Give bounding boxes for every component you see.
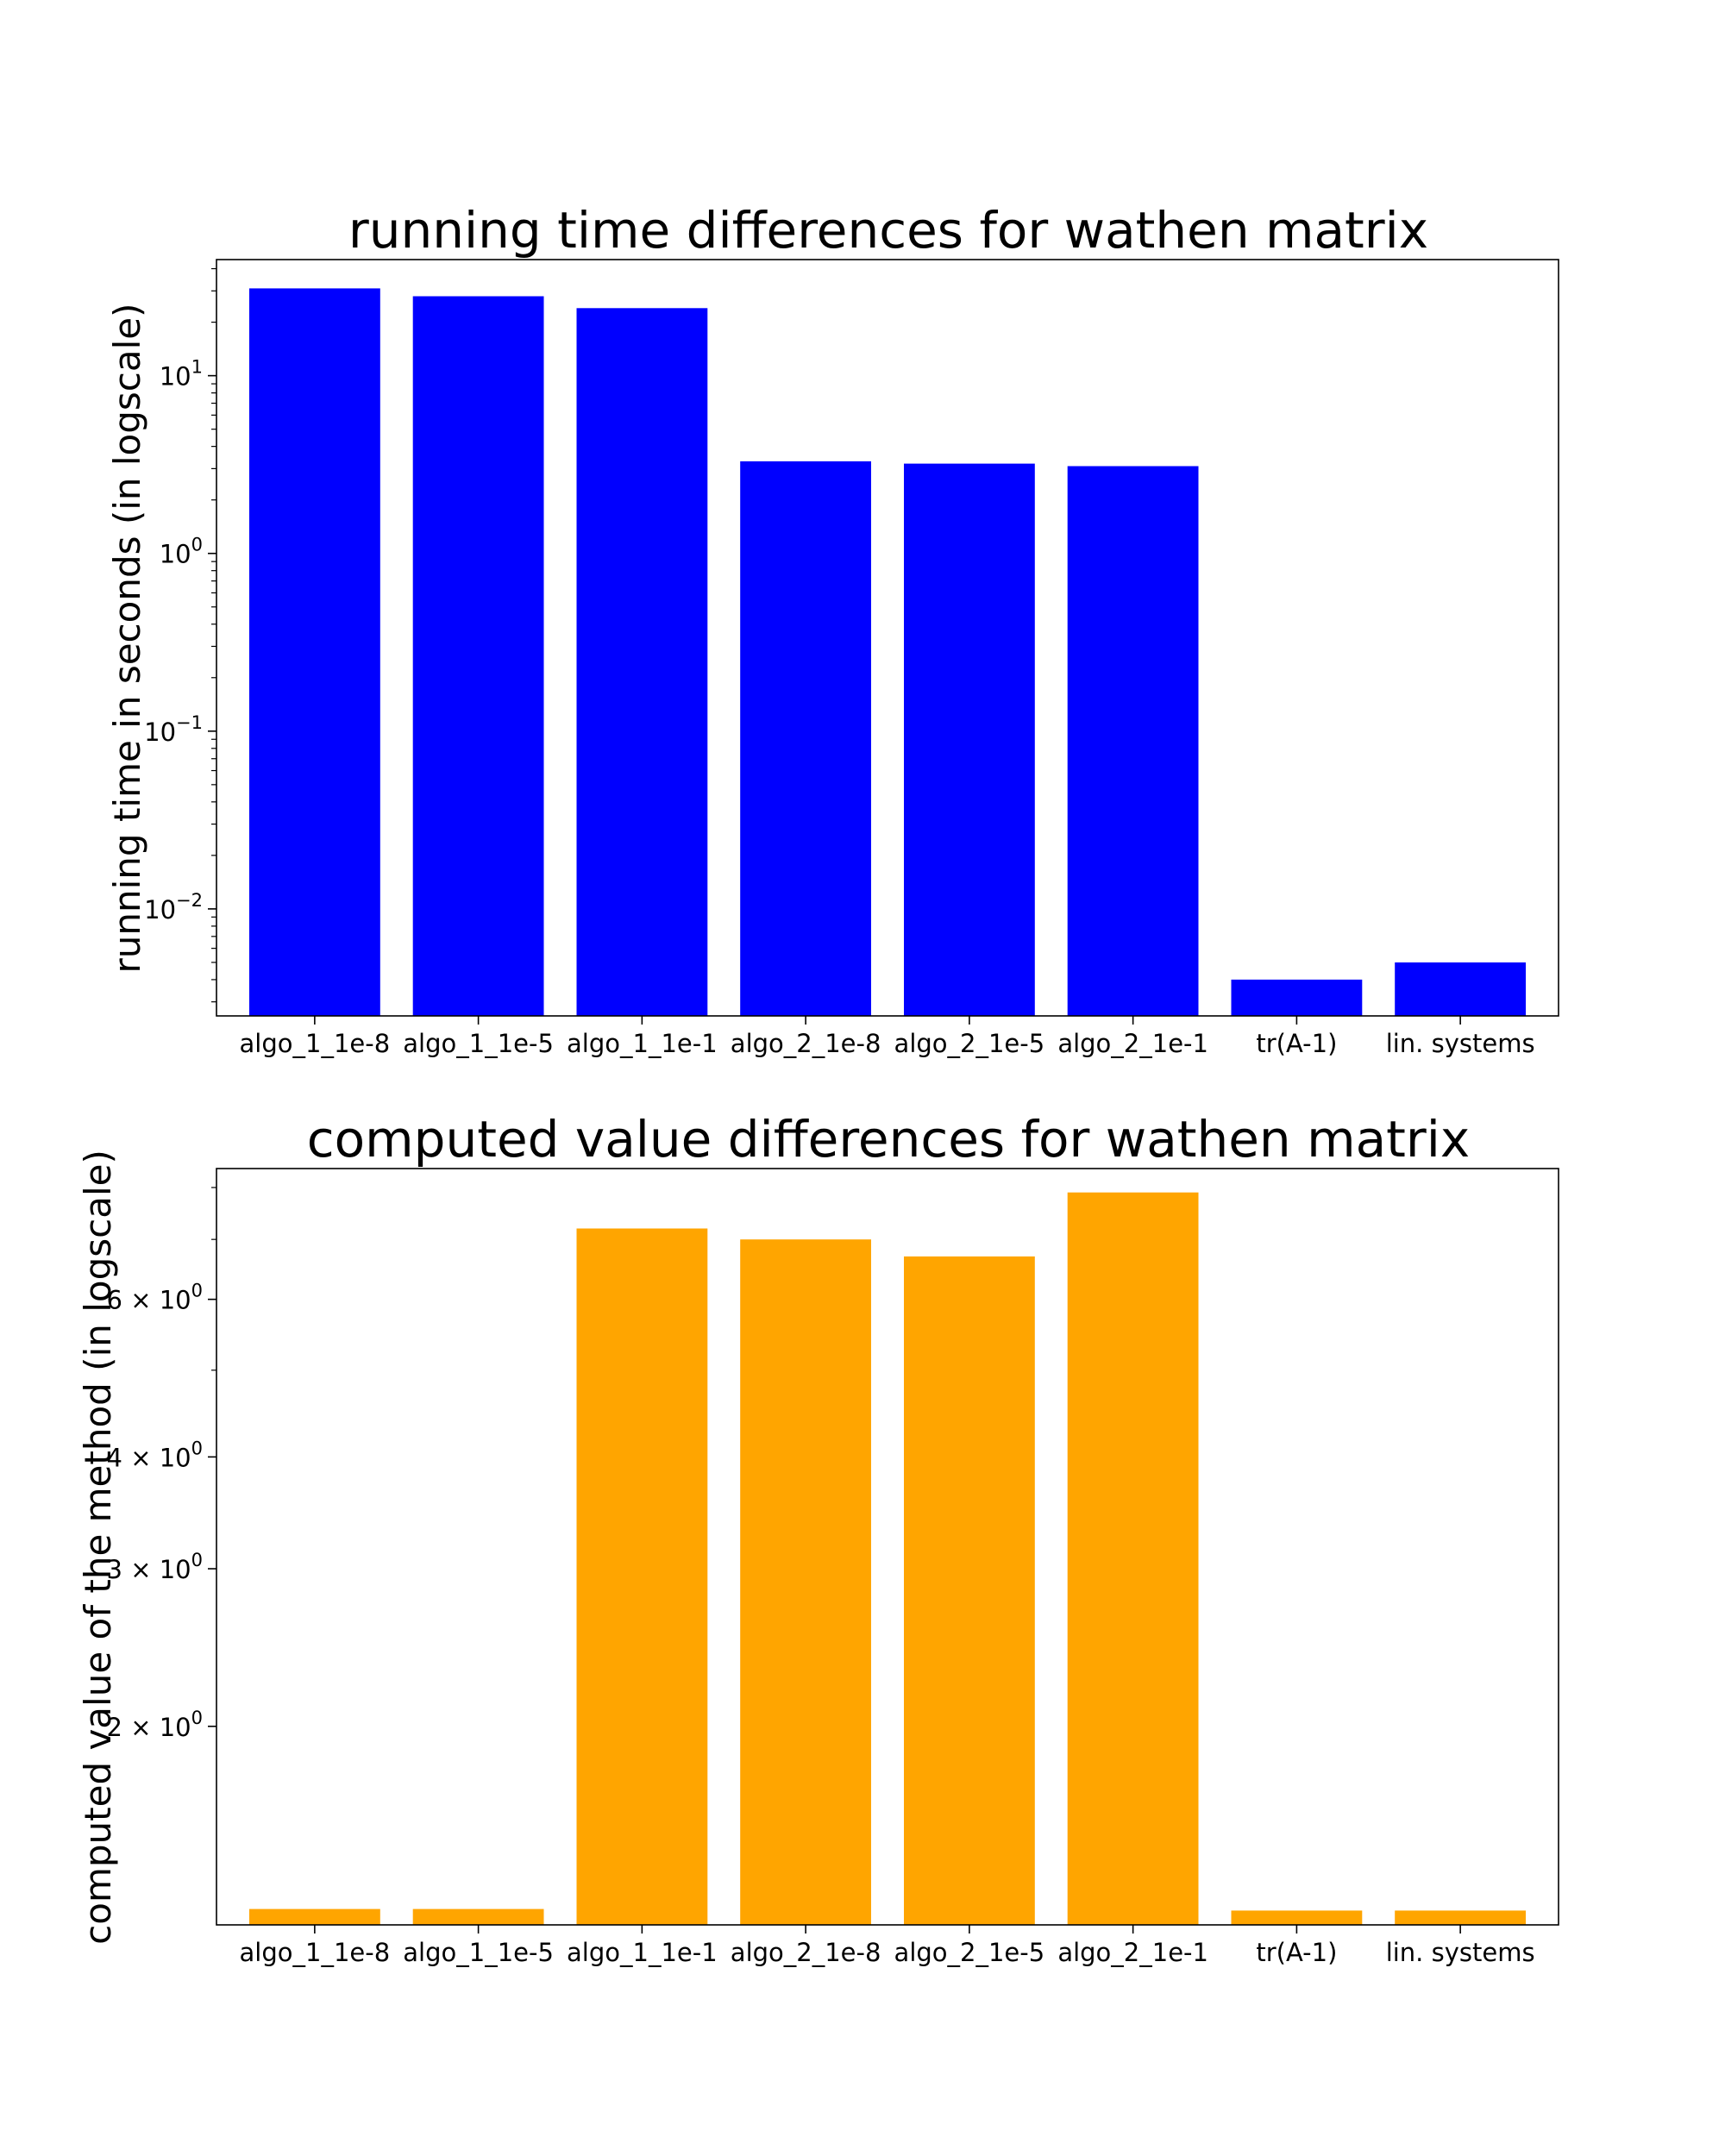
bar-0 bbox=[249, 1908, 380, 1925]
x-tick-label-2: algo_1_1e-1 bbox=[567, 1938, 718, 1967]
bar-2 bbox=[576, 308, 708, 1016]
y-tick-label-2: 10−1 bbox=[144, 712, 203, 747]
x-tick-label-6: tr(A-1) bbox=[1256, 1029, 1337, 1058]
x-tick-label-5: algo_2_1e-1 bbox=[1057, 1938, 1208, 1967]
bar-4 bbox=[904, 463, 1035, 1016]
x-tick-label-2: algo_1_1e-1 bbox=[567, 1029, 718, 1058]
bar-2 bbox=[576, 1228, 708, 1925]
bar-7 bbox=[1395, 962, 1526, 1016]
bar-1 bbox=[412, 1908, 544, 1925]
bar-5 bbox=[1067, 466, 1199, 1016]
bar-3 bbox=[740, 1239, 871, 1925]
chart-1-bars bbox=[249, 288, 1526, 1016]
y-tick-label-3: 2 × 100 bbox=[107, 1708, 203, 1742]
bar-7 bbox=[1395, 1910, 1526, 1925]
bar-0 bbox=[249, 288, 380, 1016]
bar-6 bbox=[1231, 979, 1363, 1016]
x-tick-label-5: algo_2_1e-1 bbox=[1057, 1029, 1208, 1058]
bar-6 bbox=[1231, 1910, 1363, 1925]
chart-1-x-ticks: algo_1_1e-8 algo_1_1e-5 algo_1_1e-1 algo_2_… bbox=[240, 1016, 1535, 1058]
bar-5 bbox=[1067, 1192, 1199, 1925]
y-tick-label-1: 4 × 100 bbox=[107, 1438, 203, 1472]
x-tick-label-7: lin. systems bbox=[1386, 1938, 1535, 1967]
y-tick-label-1: 100 bbox=[160, 535, 203, 569]
x-tick-label-7: lin. systems bbox=[1386, 1029, 1535, 1058]
chart-1-axes-frame bbox=[216, 259, 1559, 1017]
x-tick-label-4: algo_2_1e-5 bbox=[894, 1938, 1045, 1967]
x-tick-label-4: algo_2_1e-5 bbox=[894, 1029, 1045, 1058]
x-tick-label-6: tr(A-1) bbox=[1256, 1938, 1337, 1967]
x-tick-label-0: algo_1_1e-8 bbox=[240, 1938, 391, 1967]
chart-1-y-ticks: 101 100 10−1 10−2 bbox=[144, 267, 216, 1003]
y-tick-label-0: 101 bbox=[160, 357, 203, 392]
bar-4 bbox=[904, 1256, 1035, 1925]
x-tick-label-1: algo_1_1e-5 bbox=[403, 1938, 554, 1967]
chart-running-time: running time differences for wathen matr… bbox=[106, 201, 1559, 1058]
chart-computed-value: computed value differences for wathen ma… bbox=[77, 1110, 1559, 1967]
bar-1 bbox=[412, 296, 544, 1016]
bar-3 bbox=[740, 461, 871, 1016]
chart-2-y-ticks: 6 × 100 4 × 100 3 × 100 2 × 100 bbox=[107, 1187, 216, 1742]
x-tick-label-3: algo_2_1e-8 bbox=[731, 1029, 881, 1058]
chart-1-title: running time differences for wathen matr… bbox=[348, 201, 1428, 260]
x-tick-label-0: algo_1_1e-8 bbox=[240, 1029, 391, 1058]
chart-2-bars bbox=[249, 1192, 1526, 1925]
x-tick-label-1: algo_1_1e-5 bbox=[403, 1029, 554, 1058]
chart-2-x-ticks: algo_1_1e-8 algo_1_1e-5 algo_1_1e-1 algo_2_… bbox=[240, 1925, 1535, 1967]
x-tick-label-3: algo_2_1e-8 bbox=[731, 1938, 881, 1967]
y-tick-label-0: 6 × 100 bbox=[107, 1281, 203, 1315]
chart-1-ylabel: running time in seconds (in logscale) bbox=[106, 304, 148, 974]
chart-2-ylabel: computed value of the method (in logscal… bbox=[77, 1150, 119, 1945]
chart-2-title: computed value differences for wathen ma… bbox=[307, 1110, 1470, 1169]
chart-2-axes-frame bbox=[216, 1168, 1559, 1926]
y-tick-label-2: 3 × 100 bbox=[107, 1550, 203, 1584]
y-tick-label-3: 10−2 bbox=[144, 890, 203, 924]
